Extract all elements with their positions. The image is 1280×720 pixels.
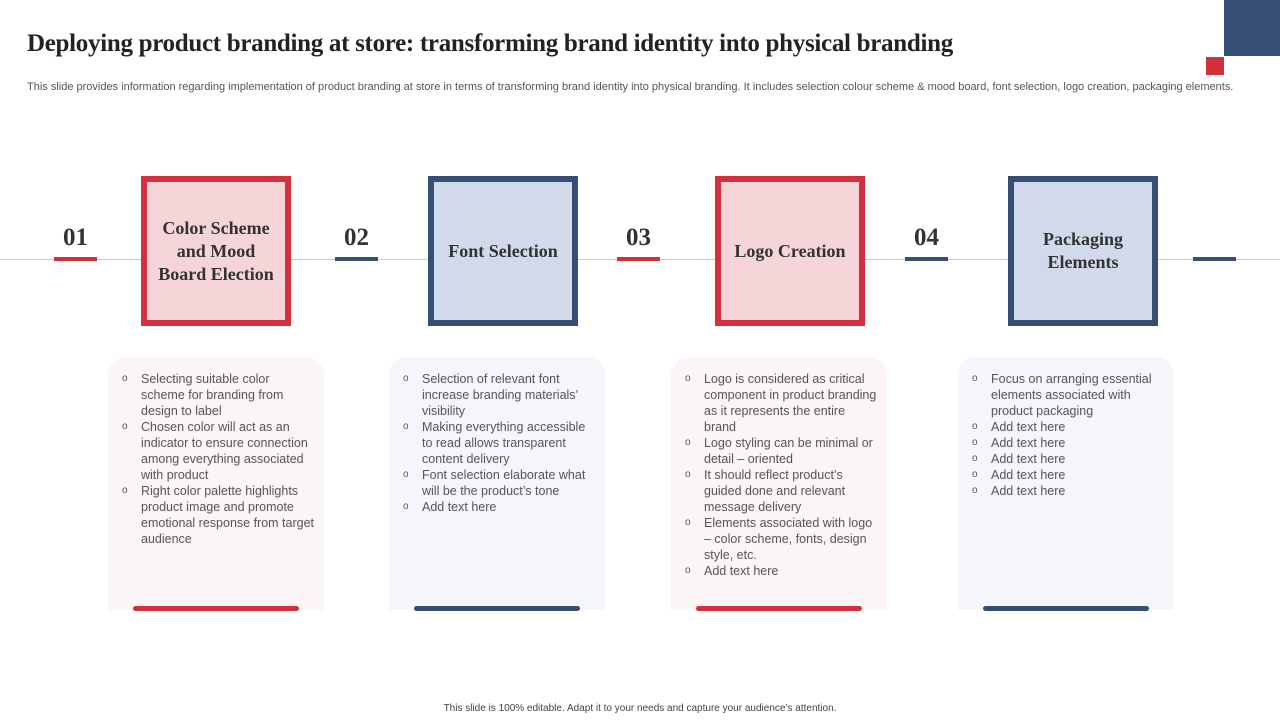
step-title-box: Packaging Elements — [1008, 176, 1158, 326]
list-item: Selecting suitable color scheme for bran… — [122, 371, 314, 419]
step-details-card: Logo is considered as critical component… — [671, 357, 887, 610]
list-item: Selection of relevant font increase bran… — [403, 371, 595, 419]
step-title-box: Font Selection — [428, 176, 578, 326]
list-item: Making everything accessible to read all… — [403, 419, 595, 467]
footer-note: This slide is 100% editable. Adapt it to… — [443, 703, 837, 714]
list-item: Logo styling can be minimal or detail – … — [685, 435, 877, 467]
list-item: Add text here — [685, 563, 877, 579]
step-details-card: Focus on arranging essential elements as… — [958, 357, 1174, 610]
step-points-list: Focus on arranging essential elements as… — [972, 371, 1164, 499]
step-number-underline — [335, 257, 378, 261]
card-accent-bar — [414, 606, 580, 611]
list-item: Add text here — [972, 435, 1164, 451]
step-number: 01 — [63, 224, 88, 251]
step-title: Logo Creation — [734, 240, 846, 261]
timeline-end-marker — [1193, 257, 1236, 261]
list-item: Add text here — [972, 451, 1164, 467]
step-title: Color Scheme and Mood Board Election — [158, 217, 274, 284]
step-number-underline — [617, 257, 660, 261]
step-points-list: Selecting suitable color scheme for bran… — [122, 371, 314, 547]
step-title: Packaging Elements — [1042, 229, 1123, 272]
step-details-card: Selecting suitable color scheme for bran… — [108, 357, 324, 610]
step-number: 04 — [914, 224, 939, 251]
step-number: 03 — [626, 224, 651, 251]
list-item: Add text here — [403, 499, 595, 515]
step-points-list: Logo is considered as critical component… — [685, 371, 877, 579]
list-item: Add text here — [972, 483, 1164, 499]
list-item: Logo is considered as critical component… — [685, 371, 877, 435]
list-item: Font selection elaborate what will be th… — [403, 467, 595, 499]
step-details-card: Selection of relevant font increase bran… — [389, 357, 605, 610]
page-subtitle: This slide provides information regardin… — [27, 81, 1234, 93]
list-item: Add text here — [972, 419, 1164, 435]
step-number-underline — [54, 257, 97, 261]
step-title-box: Color Scheme and Mood Board Election — [141, 176, 291, 326]
card-accent-bar — [696, 606, 862, 611]
step-number-underline — [905, 257, 948, 261]
step-title: Font Selection — [448, 240, 558, 261]
step-title-box: Logo Creation — [715, 176, 865, 326]
list-item: Add text here — [972, 467, 1164, 483]
card-accent-bar — [133, 606, 299, 611]
page-title: Deploying product branding at store: tra… — [27, 30, 953, 57]
list-item: Chosen color will act as an indicator to… — [122, 419, 314, 483]
step-points-list: Selection of relevant font increase bran… — [403, 371, 595, 515]
corner-decoration-red — [1206, 57, 1224, 75]
step-number: 02 — [344, 224, 369, 251]
corner-decoration-navy — [1224, 0, 1280, 56]
list-item: It should reflect product’s guided done … — [685, 467, 877, 515]
list-item: Focus on arranging essential elements as… — [972, 371, 1164, 419]
list-item: Elements associated with logo – color sc… — [685, 515, 877, 563]
list-item: Right color palette highlights product i… — [122, 483, 314, 547]
card-accent-bar — [983, 606, 1149, 611]
